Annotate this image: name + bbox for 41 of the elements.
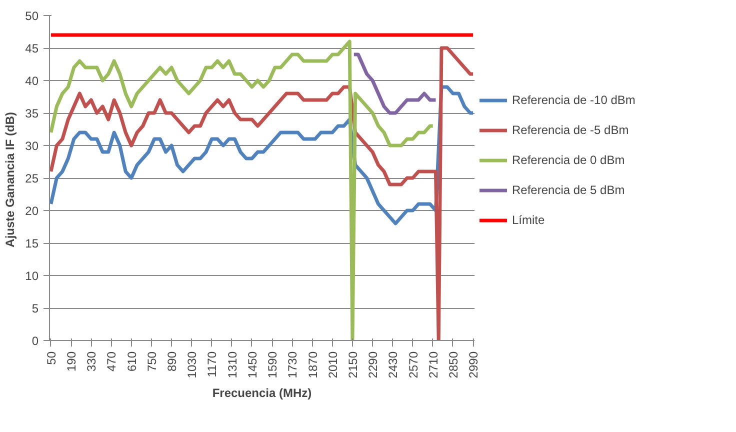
legend-label: Referencia de -10 dBm	[512, 93, 636, 107]
y-tick-label: 10	[25, 269, 39, 283]
x-tick-label: 2010	[326, 351, 340, 378]
legend-label: Límite	[512, 213, 545, 227]
x-tick-label: 1030	[185, 351, 200, 378]
x-tick-label: 1450	[245, 351, 260, 378]
x-tick-label: 1310	[225, 351, 240, 378]
x-tick-label: 190	[64, 351, 79, 372]
y-tick-label: 25	[25, 172, 39, 186]
x-tick-label: 750	[144, 351, 159, 372]
x-tick-label: 2710	[426, 351, 440, 378]
x-tick-label: 2290	[366, 351, 380, 378]
x-tick-label: 50	[44, 351, 58, 365]
y-tick-label: 30	[25, 139, 39, 153]
y-tick-label: 0	[32, 334, 39, 348]
x-tick-label: 2570	[406, 351, 420, 378]
y-tick-label: 50	[25, 9, 39, 23]
y-tick-label: 40	[25, 74, 39, 88]
y-axis-title: Ajuste Ganancia IF (dB)	[3, 112, 18, 248]
x-tick-label: 330	[84, 351, 99, 372]
line-series	[352, 52, 438, 115]
x-tick-label: 2990	[466, 351, 481, 378]
x-tick-label: 610	[124, 351, 139, 372]
x-tick-label: 2850	[446, 351, 460, 378]
x-tick-label: 1590	[266, 351, 280, 378]
x-tick-label: 1870	[306, 351, 320, 378]
x-tick-label: 2430	[386, 351, 400, 378]
legend-label: Referencia de 0 dBm	[512, 153, 625, 167]
x-tick-label: 470	[104, 351, 119, 372]
legend-label: Referencia de -5 dBm	[512, 123, 629, 137]
x-axis-title: Frecuencia (MHz)	[212, 386, 312, 400]
y-tick-label: 20	[25, 204, 39, 218]
x-tick-label: 2150	[346, 351, 360, 378]
y-tick-label: 35	[25, 106, 39, 120]
x-tick-label: 1730	[286, 351, 300, 378]
x-tick-label: 1170	[205, 351, 220, 378]
legend-label: Referencia de 5 dBm	[512, 183, 625, 197]
y-tick-label: 5	[32, 302, 39, 316]
y-tick-label: 45	[25, 42, 39, 56]
x-tick-label: 890	[165, 351, 180, 372]
y-tick-label: 15	[25, 236, 39, 250]
